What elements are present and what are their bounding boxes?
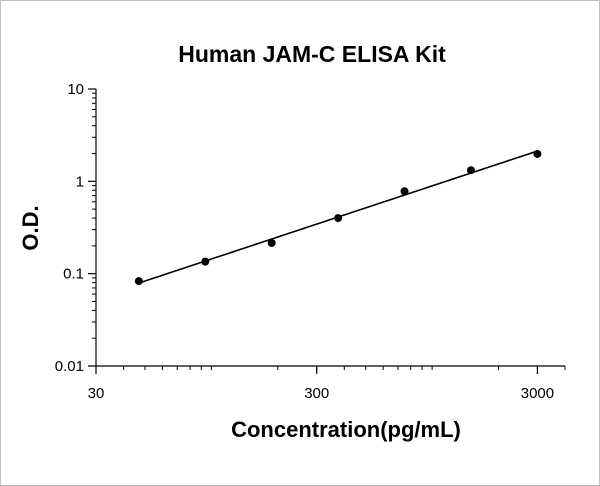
x-tick-label: 300 [304,385,329,402]
y-tick-label: 0.1 [63,266,84,283]
data-point [134,277,143,286]
x-tick-label: 30 [88,385,105,402]
data-point [334,214,343,223]
y-tick-label: 1 [76,173,84,190]
data-point [201,257,210,266]
data-point [267,238,276,247]
x-axis-title: Concentration(pg/mL) [231,417,461,442]
y-tick-label: 0.01 [55,358,84,375]
data-point [533,149,542,158]
y-axis-title: O.D. [18,205,43,250]
y-tick-label: 10 [67,81,84,98]
chart-title: Human JAM-C ELISA Kit [178,41,446,67]
data-point [466,166,475,175]
x-tick-label: 3000 [521,385,554,402]
data-points [134,149,542,286]
data-point [400,187,409,196]
